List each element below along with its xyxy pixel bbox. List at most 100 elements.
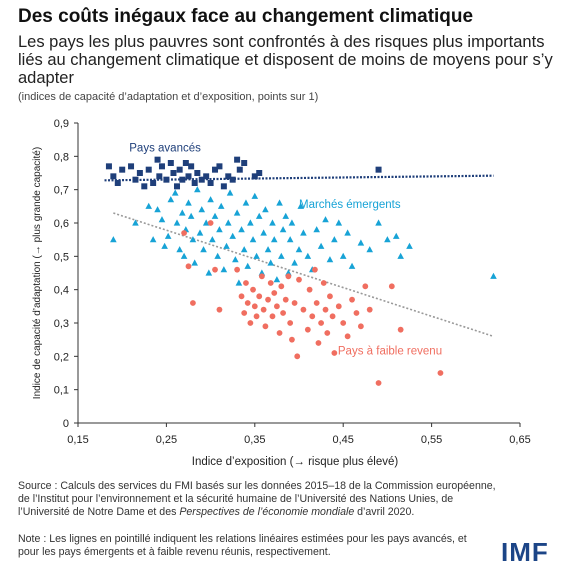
point-emerging bbox=[189, 236, 197, 243]
point-low-income bbox=[315, 340, 322, 346]
point-emerging bbox=[357, 239, 365, 246]
point-emerging bbox=[297, 202, 305, 209]
point-advanced bbox=[119, 166, 126, 173]
series-annotation: Pays à faible revenu bbox=[338, 346, 442, 358]
chart-title: Des coûts inégaux face au changement cli… bbox=[18, 6, 474, 27]
point-low-income bbox=[362, 283, 369, 290]
point-advanced bbox=[179, 176, 186, 183]
y-tick-label: 0,3 bbox=[54, 318, 69, 330]
point-emerging bbox=[224, 219, 232, 226]
x-tick-label: 0,45 bbox=[332, 434, 353, 446]
x-tick-label: 0,65 bbox=[509, 434, 530, 446]
point-emerging bbox=[295, 246, 303, 253]
point-low-income bbox=[241, 310, 248, 316]
point-emerging bbox=[249, 236, 257, 243]
point-advanced bbox=[188, 163, 195, 170]
point-emerging bbox=[260, 229, 267, 236]
point-emerging bbox=[344, 229, 351, 236]
point-emerging bbox=[273, 276, 281, 283]
point-emerging bbox=[247, 219, 254, 226]
point-advanced bbox=[191, 180, 198, 186]
point-low-income bbox=[212, 266, 218, 273]
point-emerging bbox=[191, 259, 198, 266]
point-low-income bbox=[234, 266, 241, 273]
chart-subtitle: Les pays les plus pauvres sont confronté… bbox=[18, 33, 553, 87]
point-emerging bbox=[335, 219, 343, 226]
point-advanced bbox=[156, 173, 163, 180]
y-tick-label: 0,9 bbox=[54, 118, 69, 130]
point-low-income bbox=[276, 330, 283, 336]
point-emerging bbox=[267, 259, 275, 266]
point-low-income bbox=[349, 296, 355, 303]
point-emerging bbox=[149, 236, 157, 243]
point-emerging bbox=[229, 232, 236, 239]
y-tick-label: 0,6 bbox=[54, 218, 69, 230]
point-advanced bbox=[207, 180, 214, 186]
point-low-income bbox=[287, 320, 294, 326]
point-advanced bbox=[251, 173, 258, 180]
point-low-income bbox=[181, 230, 187, 236]
point-advanced bbox=[229, 176, 236, 183]
point-low-income bbox=[271, 290, 278, 296]
point-advanced bbox=[216, 163, 223, 170]
point-low-income bbox=[388, 283, 395, 290]
point-low-income bbox=[190, 300, 196, 306]
point-low-income bbox=[253, 313, 260, 320]
point-advanced bbox=[105, 163, 112, 170]
point-emerging bbox=[164, 232, 172, 239]
point-low-income bbox=[296, 276, 302, 283]
point-advanced bbox=[234, 156, 241, 163]
point-low-income bbox=[207, 220, 214, 226]
point-low-income bbox=[256, 293, 263, 300]
point-emerging bbox=[317, 242, 325, 249]
point-low-income bbox=[306, 286, 313, 293]
point-low-income bbox=[322, 306, 329, 313]
x-tick-label: 0,35 bbox=[244, 434, 265, 446]
y-tick-label: 0,8 bbox=[54, 151, 69, 163]
x-axis-label: Indice d’exposition (→ risque plus élevé… bbox=[191, 456, 399, 468]
point-low-income bbox=[309, 313, 316, 320]
point-emerging bbox=[242, 199, 250, 206]
point-emerging bbox=[291, 259, 298, 266]
point-low-income bbox=[304, 326, 311, 333]
point-emerging bbox=[366, 246, 374, 253]
point-emerging bbox=[255, 212, 263, 219]
point-emerging bbox=[176, 246, 183, 253]
point-advanced bbox=[128, 163, 135, 170]
point-emerging bbox=[214, 252, 221, 259]
point-low-income bbox=[357, 323, 364, 330]
point-emerging bbox=[244, 262, 252, 269]
point-emerging bbox=[161, 242, 168, 249]
point-emerging bbox=[200, 246, 207, 253]
point-emerging bbox=[173, 219, 181, 226]
point-low-income bbox=[238, 293, 245, 300]
point-emerging bbox=[145, 202, 153, 209]
point-emerging bbox=[288, 219, 296, 226]
point-low-income bbox=[289, 336, 295, 343]
point-emerging bbox=[392, 232, 400, 239]
point-advanced bbox=[150, 180, 157, 186]
point-emerging bbox=[211, 212, 219, 219]
y-tick-label: 0,5 bbox=[54, 251, 69, 263]
point-emerging bbox=[179, 209, 186, 216]
y-axis-label: Indice de capacité d’adaptation (→ plus … bbox=[32, 147, 43, 399]
point-emerging bbox=[322, 216, 329, 223]
point-advanced bbox=[182, 160, 189, 166]
point-low-income bbox=[335, 303, 342, 310]
trendline bbox=[113, 212, 494, 338]
y-tick-label: 0,1 bbox=[54, 385, 69, 397]
point-emerging bbox=[375, 219, 382, 226]
point-emerging bbox=[226, 189, 234, 196]
point-advanced bbox=[236, 166, 243, 173]
point-advanced bbox=[185, 173, 192, 180]
point-low-income bbox=[353, 310, 360, 316]
scatter-chart: 0,15 0,25 0,35 0,45 0,55 0,65 0 0,1 0,2 0,3 0,4 0,5… bbox=[32, 118, 531, 446]
point-low-income bbox=[250, 286, 256, 293]
point-emerging bbox=[216, 226, 223, 233]
point-emerging bbox=[269, 219, 276, 226]
point-low-income bbox=[291, 300, 298, 306]
point-advanced bbox=[220, 183, 227, 190]
point-emerging bbox=[232, 256, 239, 263]
point-emerging bbox=[196, 229, 204, 236]
point-emerging bbox=[217, 202, 225, 209]
